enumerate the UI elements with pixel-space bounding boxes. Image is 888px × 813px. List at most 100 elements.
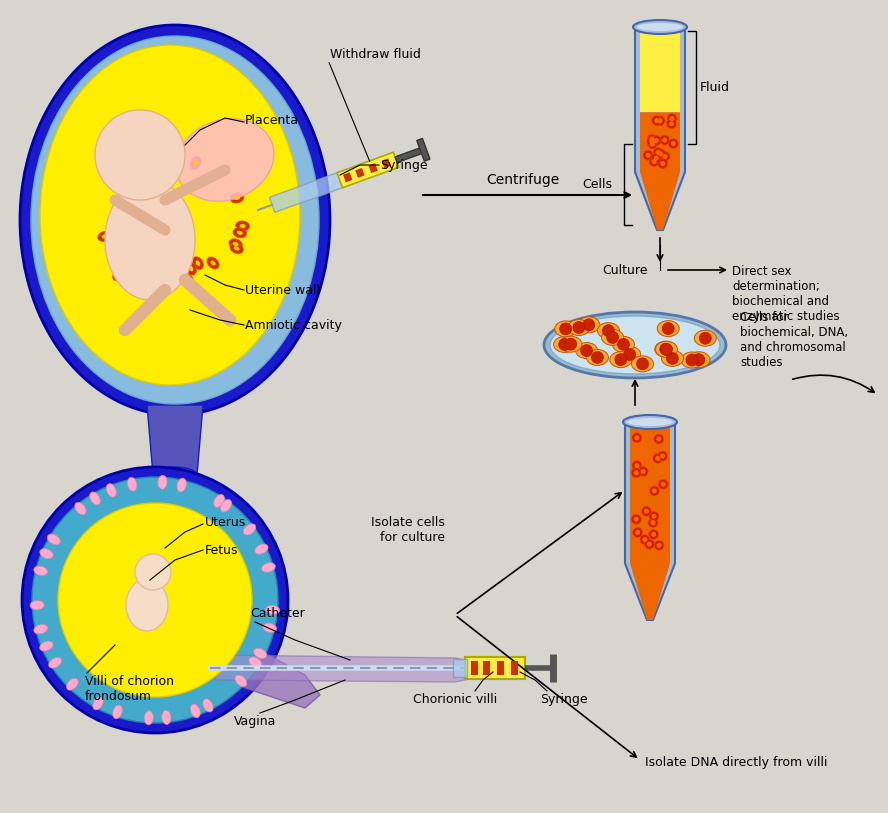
- Text: Direct sex
determination;
biochemical and
enzymatic studies: Direct sex determination; biochemical an…: [732, 265, 840, 323]
- Ellipse shape: [210, 260, 216, 266]
- Text: Centrifuge: Centrifuge: [486, 173, 559, 187]
- Circle shape: [655, 150, 661, 155]
- Ellipse shape: [233, 228, 247, 238]
- Circle shape: [648, 137, 659, 146]
- Circle shape: [655, 149, 666, 159]
- Ellipse shape: [186, 262, 196, 276]
- Ellipse shape: [631, 356, 654, 372]
- Circle shape: [647, 134, 657, 145]
- Ellipse shape: [105, 180, 195, 300]
- Bar: [382, 159, 391, 168]
- Ellipse shape: [234, 196, 240, 200]
- Circle shape: [614, 354, 627, 366]
- Ellipse shape: [555, 321, 576, 337]
- Ellipse shape: [34, 566, 48, 576]
- Circle shape: [635, 530, 640, 535]
- Bar: [511, 661, 518, 675]
- Circle shape: [661, 343, 672, 355]
- Ellipse shape: [243, 524, 256, 535]
- Circle shape: [640, 535, 650, 545]
- Ellipse shape: [128, 183, 133, 188]
- Circle shape: [654, 147, 663, 158]
- Circle shape: [649, 137, 654, 141]
- Ellipse shape: [655, 341, 678, 357]
- Circle shape: [660, 454, 665, 459]
- Ellipse shape: [128, 176, 133, 181]
- Circle shape: [686, 354, 698, 366]
- Ellipse shape: [657, 320, 679, 337]
- Ellipse shape: [158, 476, 167, 489]
- Circle shape: [623, 349, 636, 360]
- Text: Syringe: Syringe: [380, 159, 428, 172]
- Ellipse shape: [553, 337, 575, 353]
- Bar: [471, 661, 478, 675]
- Circle shape: [652, 514, 656, 519]
- Bar: [416, 138, 430, 161]
- Circle shape: [660, 151, 670, 162]
- Ellipse shape: [627, 418, 673, 426]
- Circle shape: [662, 137, 667, 142]
- Text: Withdraw fluid: Withdraw fluid: [330, 49, 421, 62]
- Text: Isolate DNA directly from villi: Isolate DNA directly from villi: [645, 755, 828, 768]
- Ellipse shape: [235, 675, 247, 687]
- Circle shape: [634, 470, 638, 476]
- Circle shape: [670, 116, 675, 121]
- Circle shape: [667, 114, 677, 124]
- Circle shape: [660, 135, 670, 145]
- Ellipse shape: [40, 549, 53, 559]
- Ellipse shape: [154, 275, 157, 280]
- Ellipse shape: [47, 534, 60, 545]
- Circle shape: [643, 150, 654, 160]
- Bar: [497, 661, 504, 675]
- Ellipse shape: [191, 704, 200, 718]
- Ellipse shape: [610, 351, 631, 367]
- Ellipse shape: [237, 231, 242, 235]
- Ellipse shape: [550, 316, 720, 374]
- Circle shape: [658, 159, 668, 168]
- Text: Isolate cells
for culture: Isolate cells for culture: [371, 516, 445, 544]
- Circle shape: [559, 338, 571, 350]
- Ellipse shape: [681, 352, 703, 368]
- Circle shape: [652, 159, 656, 164]
- Ellipse shape: [115, 236, 128, 246]
- Circle shape: [652, 136, 662, 146]
- Ellipse shape: [49, 658, 61, 668]
- Ellipse shape: [145, 274, 155, 288]
- Ellipse shape: [637, 23, 683, 31]
- Circle shape: [661, 481, 666, 487]
- Ellipse shape: [230, 243, 243, 254]
- Ellipse shape: [111, 164, 123, 176]
- Ellipse shape: [619, 346, 640, 363]
- Ellipse shape: [214, 494, 225, 507]
- Circle shape: [649, 486, 660, 496]
- Circle shape: [669, 121, 674, 126]
- Text: Vagina: Vagina: [234, 715, 276, 728]
- Circle shape: [652, 115, 662, 125]
- Ellipse shape: [130, 176, 135, 180]
- Circle shape: [641, 506, 652, 516]
- Circle shape: [650, 141, 655, 146]
- Ellipse shape: [115, 167, 120, 172]
- Circle shape: [693, 354, 705, 366]
- Circle shape: [602, 324, 614, 337]
- Ellipse shape: [194, 160, 198, 166]
- Circle shape: [135, 554, 171, 590]
- Circle shape: [32, 477, 278, 723]
- Polygon shape: [630, 425, 670, 620]
- Circle shape: [591, 351, 604, 363]
- Text: Syringe: Syringe: [540, 693, 588, 706]
- Circle shape: [583, 319, 595, 331]
- Circle shape: [565, 338, 577, 350]
- Bar: [395, 147, 424, 163]
- Circle shape: [648, 529, 659, 539]
- Ellipse shape: [20, 25, 330, 415]
- Ellipse shape: [233, 242, 239, 246]
- Text: Catheter: Catheter: [250, 607, 305, 620]
- Circle shape: [631, 514, 641, 524]
- Ellipse shape: [113, 268, 125, 280]
- Ellipse shape: [544, 312, 726, 378]
- Ellipse shape: [158, 136, 168, 150]
- Circle shape: [631, 467, 641, 478]
- Circle shape: [669, 138, 678, 149]
- Circle shape: [654, 541, 664, 550]
